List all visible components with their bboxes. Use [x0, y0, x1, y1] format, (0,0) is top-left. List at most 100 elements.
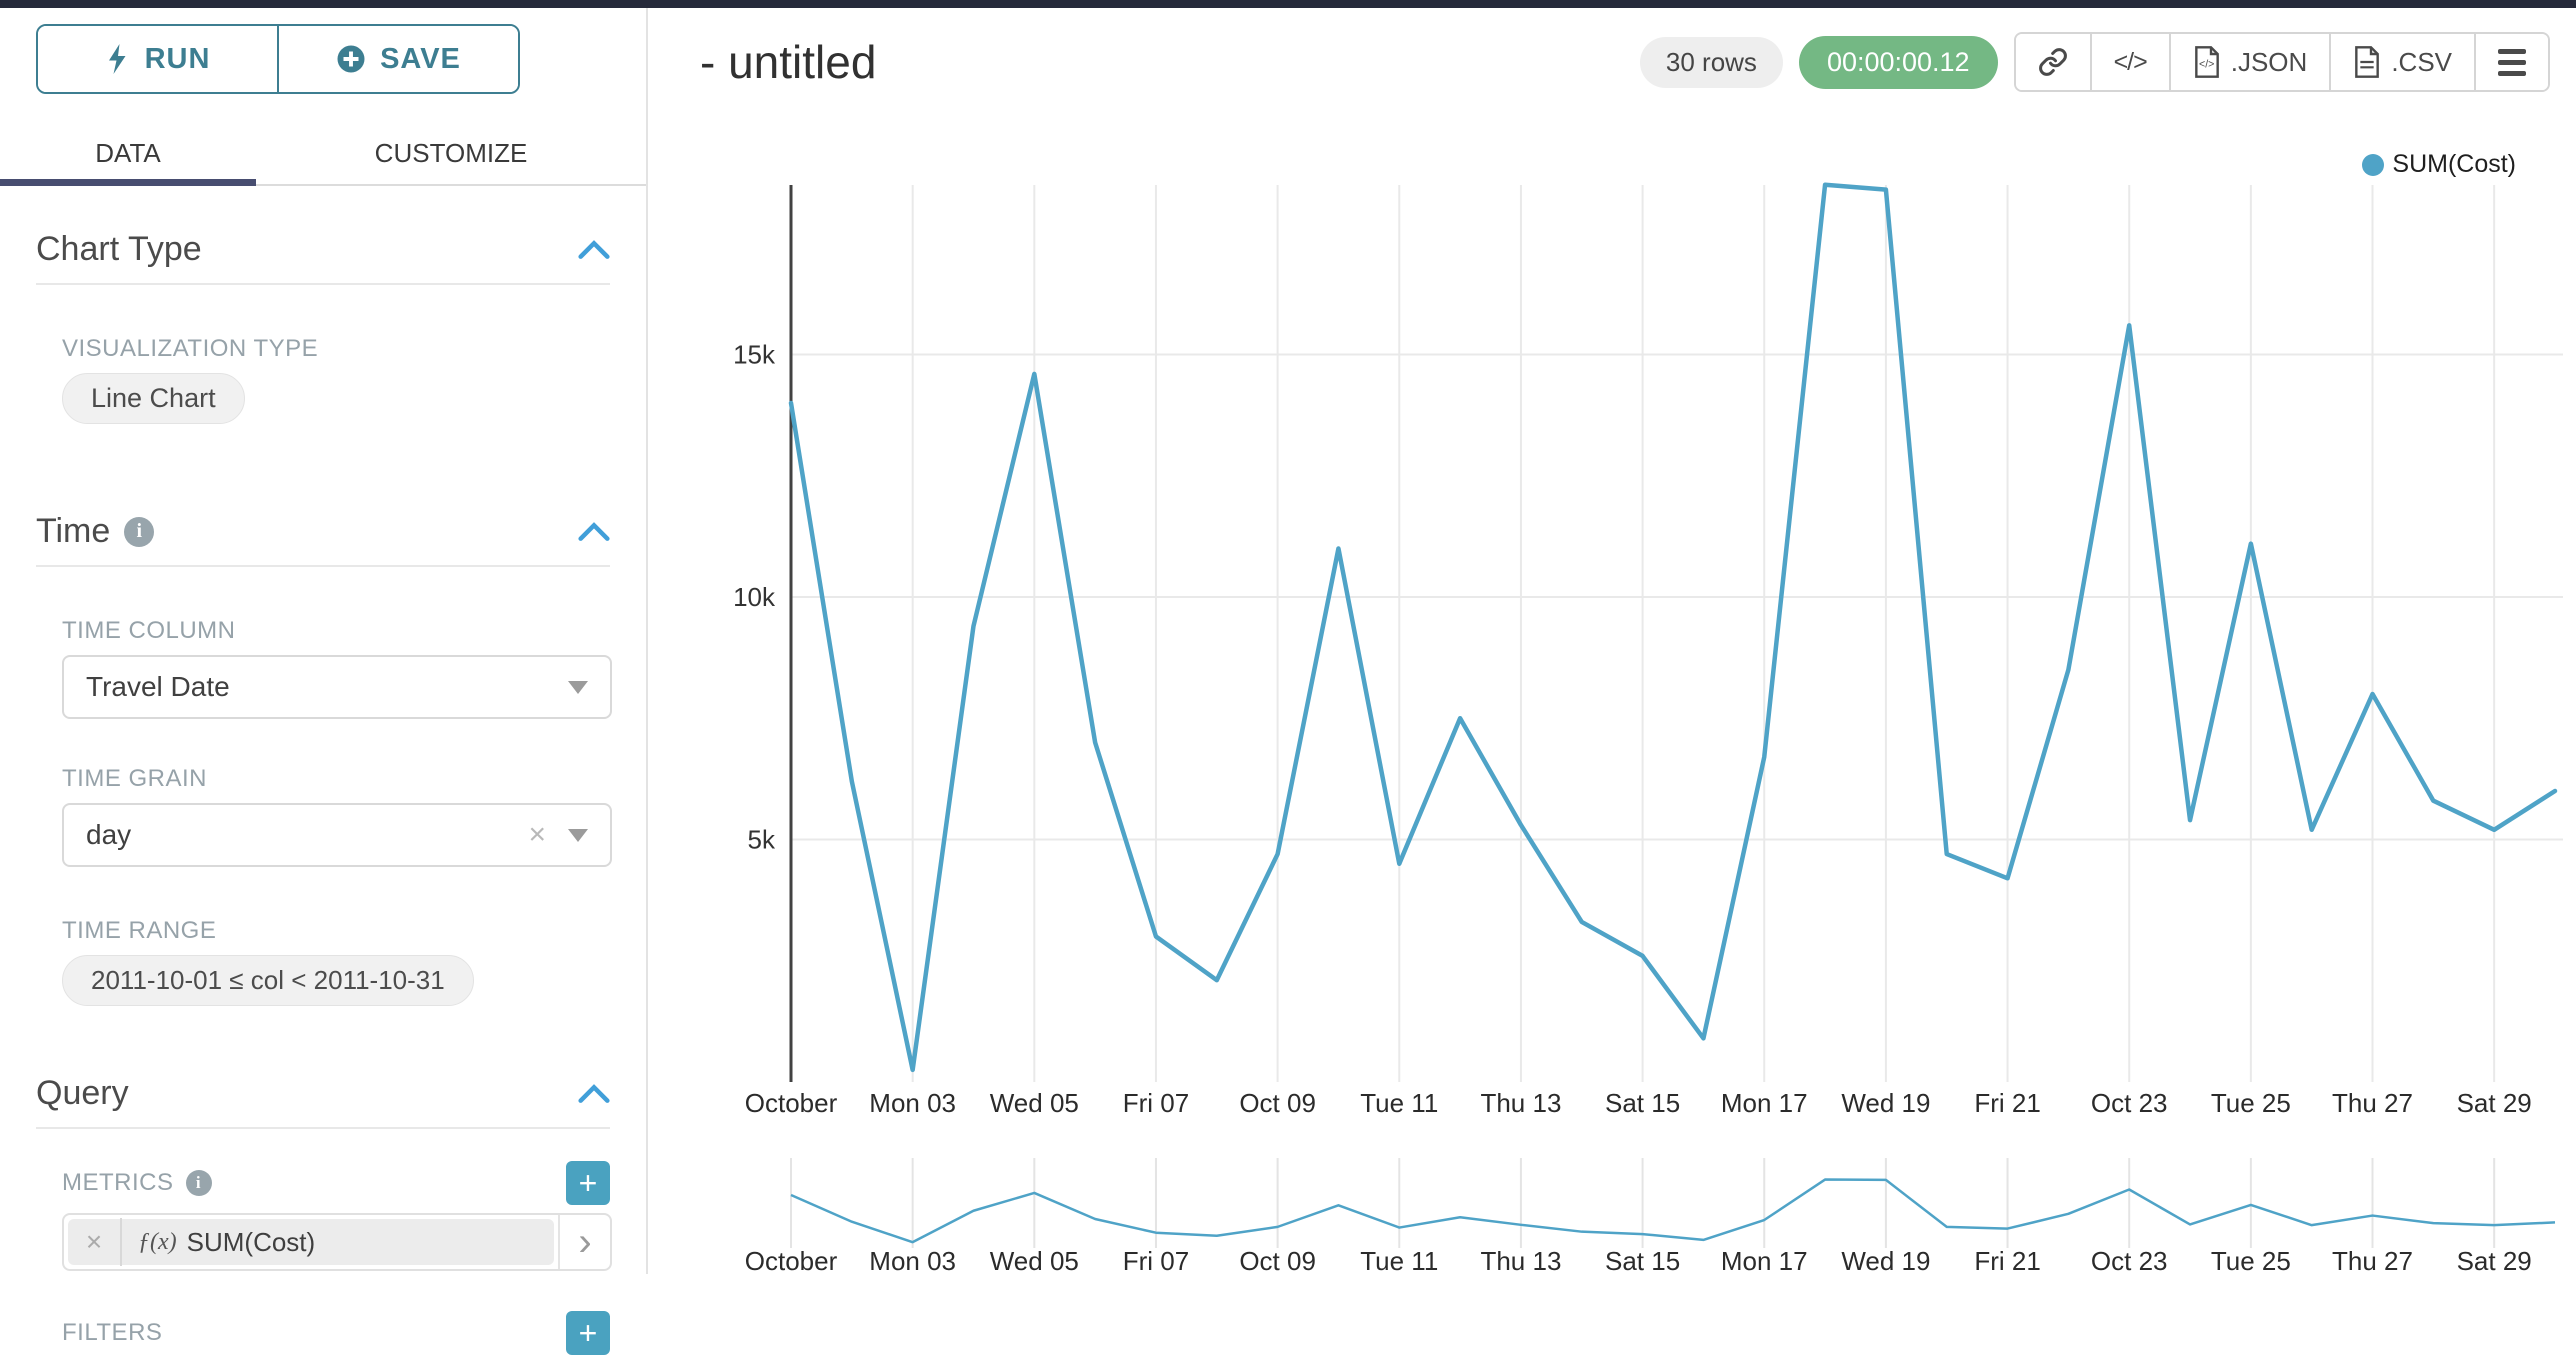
clear-x-icon[interactable]: × [528, 818, 546, 851]
svg-text:Oct 23: Oct 23 [2091, 1246, 2168, 1276]
tab-customize-label: CUSTOMIZE [374, 137, 528, 168]
chart-menu-button[interactable] [2474, 34, 2548, 90]
svg-text:Wed 19: Wed 19 [1841, 1246, 1930, 1276]
export-json-button[interactable]: </> .JSON [2168, 34, 2330, 90]
run-button[interactable]: RUN [38, 26, 277, 92]
svg-text:5k: 5k [748, 825, 776, 855]
lightning-icon [108, 44, 126, 74]
tab-data[interactable]: DATA [0, 122, 256, 186]
section-query-header[interactable]: Query [36, 1074, 610, 1113]
caret-down-icon [568, 828, 588, 842]
chevron-up-icon[interactable] [578, 239, 610, 260]
query-buttons: RUN SAVE [36, 24, 520, 94]
svg-text:Sat 15: Sat 15 [1605, 1246, 1680, 1276]
visualization-type-label: VISUALIZATION TYPE [62, 335, 319, 362]
tab-customize[interactable]: CUSTOMIZE [256, 122, 646, 184]
metrics-row: METRICS i + [62, 1161, 610, 1205]
svg-text:Mon 03: Mon 03 [869, 1088, 956, 1118]
export-csv-label: .CSV [2391, 46, 2452, 77]
divider [36, 283, 610, 285]
svg-text:Sat 29: Sat 29 [2457, 1088, 2532, 1118]
svg-text:Tue 11: Tue 11 [1360, 1246, 1438, 1276]
export-csv-button[interactable]: .CSV [2329, 34, 2474, 90]
metric-name: SUM(Cost) [186, 1226, 316, 1257]
chevron-up-icon[interactable] [578, 1083, 610, 1104]
time-grain-label: TIME GRAIN [62, 765, 208, 792]
caret-down-icon [568, 680, 588, 694]
section-chart-type-header[interactable]: Chart Type [36, 230, 610, 269]
legend-label: SUM(Cost) [2392, 150, 2516, 178]
add-metric-button[interactable]: + [566, 1161, 610, 1205]
main-line-chart[interactable]: 5k 10k 15k October Mon 03 Wed 05 Fri 07 Oct 09 T… [650, 130, 2576, 1140]
svg-text:Thu 13: Thu 13 [1480, 1088, 1561, 1118]
svg-text:Tue 25: Tue 25 [2211, 1246, 2291, 1276]
remove-metric-icon[interactable]: × [68, 1218, 122, 1266]
view-query-button[interactable]: </> [2089, 34, 2169, 90]
row-count-badge: 30 rows [1639, 36, 1783, 88]
svg-text:Fri 21: Fri 21 [1974, 1088, 2040, 1118]
info-icon: i [185, 1170, 212, 1196]
svg-text:Sat 15: Sat 15 [1605, 1088, 1680, 1118]
svg-text:Wed 05: Wed 05 [990, 1088, 1079, 1118]
visualization-type-pill[interactable]: Line Chart [62, 373, 245, 424]
metrics-label-wrap: METRICS i [62, 1169, 212, 1197]
svg-text:Fri 21: Fri 21 [1974, 1246, 2040, 1276]
time-column-value: Travel Date [86, 671, 230, 702]
time-grain-select[interactable]: day × [62, 803, 612, 867]
svg-text:Fri 07: Fri 07 [1123, 1088, 1189, 1118]
save-button-label: SAVE [380, 42, 461, 75]
add-filter-button[interactable]: + [566, 1311, 610, 1355]
save-button[interactable]: SAVE [277, 26, 518, 92]
svg-text:Sat 29: Sat 29 [2457, 1246, 2532, 1276]
header-actions: 30 rows 00:00:00.12 </> </> [1639, 32, 2550, 92]
file-json-icon: </> [2194, 46, 2219, 78]
control-sections: Chart Type VISUALIZATION TYPE Line Chart… [0, 230, 646, 1355]
code-icon: </> [2113, 47, 2148, 76]
svg-text:Fri 07: Fri 07 [1123, 1246, 1189, 1276]
share-link-button[interactable] [2015, 34, 2090, 90]
time-range-label: TIME RANGE [62, 917, 217, 944]
svg-text:October: October [745, 1246, 838, 1276]
sidebar-tabs: DATA CUSTOMIZE [0, 122, 646, 186]
divider [36, 565, 610, 567]
svg-text:10k: 10k [733, 582, 776, 612]
time-column-label: TIME COLUMN [62, 617, 236, 644]
svg-text:Oct 09: Oct 09 [1239, 1246, 1316, 1276]
time-range-pill[interactable]: 2011-10-01 ≤ col < 2011-10-31 [62, 955, 474, 1006]
svg-text:Oct 23: Oct 23 [2091, 1088, 2168, 1118]
time-column-select[interactable]: Travel Date [62, 655, 612, 719]
svg-text:Wed 05: Wed 05 [990, 1246, 1079, 1276]
svg-text:Mon 03: Mon 03 [869, 1246, 956, 1276]
query-timer-badge: 00:00:00.12 [1798, 35, 1998, 89]
chevron-up-icon[interactable] [578, 521, 610, 542]
fx-icon: ƒ(x) [138, 1228, 177, 1255]
chart-header: - untitled 30 rows 00:00:00.12 </> [650, 8, 2576, 92]
chevron-right-icon[interactable]: › [558, 1215, 610, 1269]
context-brush-chart[interactable]: October Mon 03 Wed 05 Fri 07 Oct 09 Tue 11 Thu… [650, 1140, 2576, 1282]
plus-circle-icon [337, 45, 365, 73]
svg-text:Tue 11: Tue 11 [1360, 1088, 1438, 1118]
info-icon: i [124, 516, 155, 547]
divider [36, 1127, 610, 1129]
section-time-header[interactable]: Time i [36, 512, 610, 551]
svg-text:Oct 09: Oct 09 [1239, 1088, 1316, 1118]
svg-text:15k: 15k [733, 340, 776, 370]
filters-row: FILTERS + [62, 1311, 610, 1355]
export-json-label: .JSON [2230, 46, 2308, 77]
control-panel-sidebar: RUN SAVE DATA CUSTOMIZE Chart Type [0, 8, 648, 1355]
legend-dot [2362, 153, 2385, 176]
svg-text:Mon 17: Mon 17 [1721, 1088, 1808, 1118]
run-button-label: RUN [144, 42, 211, 75]
svg-text:Thu 27: Thu 27 [2332, 1088, 2413, 1118]
metric-item[interactable]: × ƒ(x) SUM(Cost) › [62, 1213, 612, 1271]
svg-text:Thu 13: Thu 13 [1480, 1246, 1561, 1276]
metric-pill: × ƒ(x) SUM(Cost) [68, 1218, 554, 1266]
section-title: Time [36, 512, 111, 550]
svg-text:Tue 25: Tue 25 [2211, 1088, 2291, 1118]
chart-legend[interactable]: SUM(Cost) [2362, 150, 2516, 179]
chart-panel: - untitled 30 rows 00:00:00.12 </> [650, 8, 2576, 1276]
chart-title[interactable]: - untitled [700, 36, 877, 88]
filters-label: FILTERS [62, 1319, 163, 1346]
link-icon [2038, 48, 2067, 76]
tab-data-label: DATA [95, 137, 161, 168]
